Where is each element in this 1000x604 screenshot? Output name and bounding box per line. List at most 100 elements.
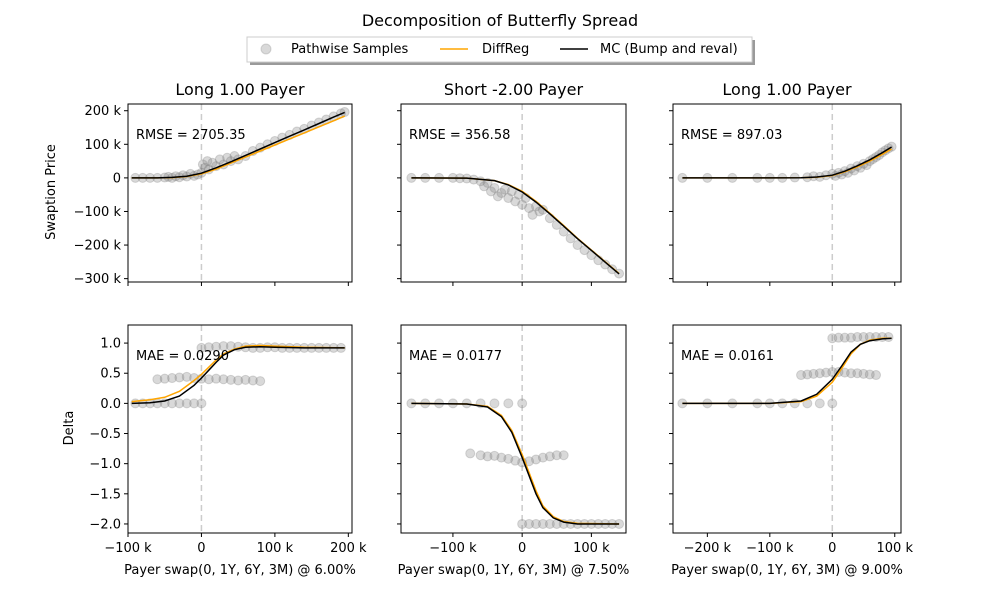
x-tick-label: −200 k <box>684 541 732 556</box>
x-tick-label: 200 k <box>330 541 367 556</box>
sample-point <box>517 518 528 529</box>
y-tick-label: −200 k <box>74 239 122 254</box>
x-tick-label: 0 <box>518 541 526 556</box>
sample-point <box>247 375 258 386</box>
sample-point <box>482 451 493 462</box>
sample-point <box>544 213 555 224</box>
panel-title: Short -2.00 Payer <box>444 80 584 99</box>
sample-point <box>537 518 548 529</box>
sample-point <box>475 450 486 461</box>
y-tick-label: 0.0 <box>100 397 121 412</box>
sample-point <box>181 398 192 409</box>
sample-point <box>489 450 500 461</box>
x-tick-label: 100 k <box>573 541 610 556</box>
plot-area <box>677 332 894 409</box>
panel-title: Long 1.00 Payer <box>175 80 305 99</box>
sample-point <box>808 368 819 379</box>
x-axis-label: Payer swap(0, 1Y, 6Y, 3M) @ 9.00% <box>671 563 903 578</box>
sample-point <box>167 373 178 384</box>
sample-point <box>839 332 850 343</box>
sample-point <box>225 374 236 385</box>
metric-annotation: RMSE = 897.03 <box>681 128 782 143</box>
sample-point <box>833 332 844 343</box>
mc-line <box>682 337 892 405</box>
plot-area <box>130 107 350 183</box>
y-tick-label: −300 k <box>74 272 122 287</box>
legend-box <box>246 36 753 63</box>
sample-point <box>197 159 208 170</box>
sample-point <box>864 369 875 380</box>
x-tick-label: −100 k <box>746 541 794 556</box>
x-tick-label: 0 <box>828 541 836 556</box>
metric-annotation: MAE = 0.0161 <box>681 349 774 364</box>
sample-point <box>240 374 251 385</box>
sample-point <box>339 107 350 118</box>
sample-point <box>821 367 832 378</box>
sample-point <box>531 454 541 465</box>
y-tick-label: −2.0 <box>89 517 121 532</box>
sample-point <box>492 191 503 202</box>
y-tick-label: −1.0 <box>89 457 121 472</box>
plot-area <box>406 172 625 279</box>
sample-point <box>802 369 813 380</box>
plot-area <box>677 141 897 183</box>
metric-annotation: RMSE = 356.58 <box>409 128 510 143</box>
sample-point <box>827 333 838 344</box>
y-tick-label: −1.5 <box>89 487 121 502</box>
sample-point <box>499 184 510 195</box>
panel-4: −100 k 0 100 k 200 k −2.0 −1.5 −1.0 −0.5 0.0 0.5 1… <box>89 324 367 578</box>
diffreg-line <box>131 344 345 403</box>
axes-frame <box>672 324 902 534</box>
plot-area <box>130 341 346 409</box>
legend-label-mc: MC (Bump and reval) <box>600 42 738 57</box>
sample-point <box>814 398 825 409</box>
sample-point <box>196 398 207 409</box>
sample-point <box>565 233 576 244</box>
sample-point <box>827 398 838 409</box>
legend-marker-samples <box>260 43 272 55</box>
sample-point <box>524 203 535 214</box>
sample-point <box>465 448 476 459</box>
sample-point <box>207 157 218 168</box>
sample-point <box>544 451 555 462</box>
sample-point <box>496 188 507 198</box>
sample-point <box>510 196 521 207</box>
sample-point <box>544 518 555 529</box>
sample-point <box>489 182 500 193</box>
mc-line <box>131 345 345 405</box>
sample-point <box>174 372 185 383</box>
sample-point <box>255 376 266 387</box>
x-axis-label: Payer swap(0, 1Y, 6Y, 3M) @ 6.00% <box>124 563 356 578</box>
sample-point <box>534 206 545 217</box>
axes-frame <box>400 103 627 283</box>
metric-annotation: RMSE = 2705.35 <box>136 128 246 143</box>
sample-point <box>883 332 894 343</box>
sample-point <box>579 245 590 256</box>
sample-point <box>572 240 583 251</box>
panel-1: Long 1.00 Payer −300 k −200 k −100 k 0 100 k 2… <box>74 80 353 287</box>
sample-point <box>503 398 514 409</box>
sample-point <box>189 398 200 409</box>
y-tick-label: −100 k <box>74 205 122 220</box>
sample-point <box>846 368 857 379</box>
axes-frame <box>400 324 627 534</box>
row-label-delta: Delta <box>62 411 77 446</box>
y-tick-label: 100 k <box>85 138 122 153</box>
sample-point <box>846 332 857 343</box>
mc-line <box>411 402 620 525</box>
sample-point <box>233 375 244 386</box>
panel-title: Long 1.00 Payer <box>722 80 852 99</box>
sample-point <box>196 342 207 353</box>
metric-annotation: MAE = 0.0177 <box>409 349 502 364</box>
sample-point <box>222 152 233 163</box>
panels: Long 1.00 Payer −300 k −200 k −100 k 0 100 k 2… <box>74 80 914 578</box>
panel-3: Long 1.00 Payer RMSE = 897.03 <box>669 80 902 286</box>
sample-point <box>189 373 200 384</box>
sample-point <box>600 259 611 270</box>
sample-point <box>503 453 514 464</box>
row-label-price: Swaption Price <box>44 144 59 240</box>
sample-point <box>537 452 548 463</box>
sample-point <box>218 341 229 352</box>
sample-point <box>839 367 850 378</box>
